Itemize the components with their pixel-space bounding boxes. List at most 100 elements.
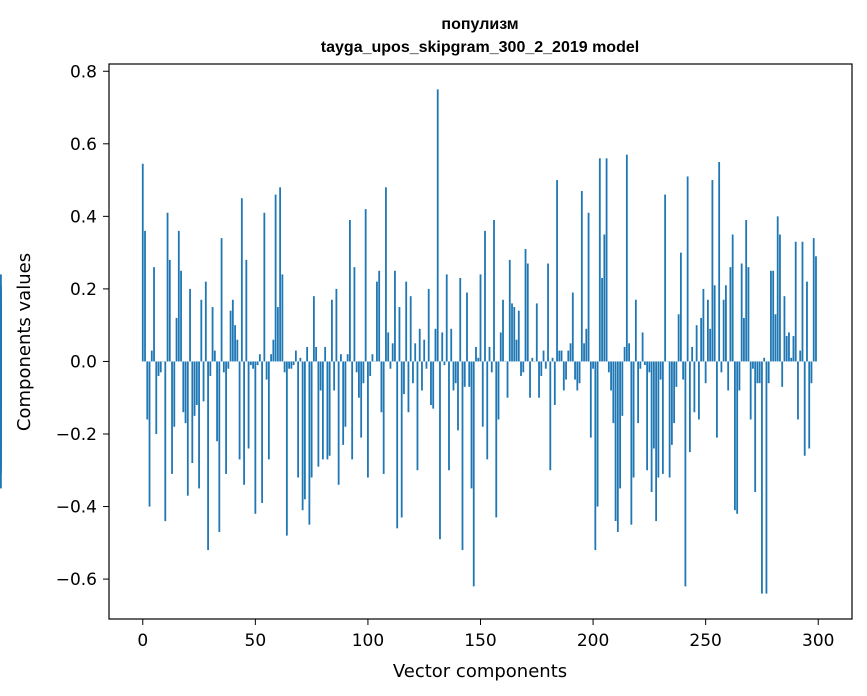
- bar-99: [364, 209, 367, 362]
- bar-176: [538, 361, 540, 398]
- bar-120: [412, 361, 414, 384]
- bar-1: [144, 230, 146, 362]
- bar-236: [673, 361, 676, 424]
- y-axis-label: Components values: [14, 253, 35, 431]
- bar-115: [400, 361, 403, 518]
- bar-217: [630, 361, 633, 525]
- bar-95: [355, 361, 358, 373]
- bar-32: [213, 350, 216, 362]
- bar-218: [632, 361, 635, 478]
- bar-88: [340, 354, 342, 362]
- bar-265: [738, 361, 741, 391]
- bar-153: [486, 361, 489, 460]
- bar-83: [328, 361, 331, 456]
- bar-158: [497, 361, 500, 420]
- bar-238: [677, 314, 680, 362]
- bar-10: [164, 361, 167, 522]
- bar-29: [207, 361, 209, 551]
- bar-167: [517, 310, 520, 362]
- bar-279: [770, 270, 772, 362]
- bar-175: [535, 303, 538, 362]
- bar-198: [587, 212, 590, 362]
- y-axis-ticks: −0.6 −0.4 −0.2 0.0 0.2 0.4 0.6 0.8: [56, 62, 109, 590]
- bar-131: [436, 89, 439, 362]
- bar-197: [585, 328, 588, 362]
- bar-187: [562, 361, 565, 391]
- bar-41: [234, 325, 236, 362]
- bar-100: [367, 361, 369, 478]
- bar-291: [797, 361, 799, 420]
- bar-117: [405, 281, 408, 362]
- bar-252: [709, 328, 712, 362]
- bar-52: [258, 354, 261, 362]
- bar-163: [508, 259, 511, 362]
- bar-62: [281, 274, 284, 362]
- bar-85: [333, 361, 336, 391]
- y-tick-label: 0.0: [70, 352, 97, 372]
- y-tick-label: 0.6: [70, 135, 97, 155]
- bar-281: [774, 314, 777, 362]
- bar-71: [301, 361, 304, 511]
- bar-38: [227, 361, 230, 369]
- bar-undefined: [0, 350, 2, 362]
- bar-30: [209, 361, 212, 376]
- bar-243: [688, 361, 691, 453]
- bar-207: [607, 361, 610, 373]
- bar-264: [736, 361, 739, 514]
- bar-263: [734, 361, 736, 511]
- bar-169: [522, 361, 525, 373]
- bar-94: [353, 267, 356, 362]
- bar-14: [173, 361, 176, 427]
- bar-282: [776, 216, 779, 362]
- bar-142: [461, 361, 464, 551]
- bar-160: [502, 299, 504, 362]
- bar-140: [457, 361, 459, 431]
- bar-67: [292, 361, 295, 366]
- bar-134: [443, 361, 446, 366]
- bar-280: [772, 270, 775, 362]
- bar-251: [707, 299, 709, 362]
- bar-113: [396, 361, 399, 529]
- bar-209: [612, 361, 615, 424]
- y-tick-label: 0.2: [70, 280, 97, 300]
- bar-239: [679, 252, 682, 362]
- bar-27: [202, 361, 205, 402]
- bar-66: [290, 361, 293, 369]
- bar-235: [670, 361, 673, 445]
- bar-139: [454, 361, 457, 384]
- bar-180: [547, 263, 549, 362]
- bar-130: [434, 328, 437, 362]
- bar-6: [155, 361, 158, 434]
- bar-213: [621, 361, 624, 416]
- bar-23: [193, 361, 196, 416]
- chart-subtitle: tayga_upos_skipgram_300_2_2019 model: [321, 39, 639, 56]
- bar-132: [439, 361, 441, 540]
- bar-16: [177, 230, 180, 362]
- bar-34: [218, 361, 221, 532]
- bar-154: [488, 346, 491, 362]
- bar-166: [515, 339, 518, 362]
- bar-286: [785, 336, 788, 362]
- bar-248: [700, 317, 703, 362]
- bar-181: [549, 361, 552, 471]
- bar-15: [175, 317, 178, 362]
- bar-249: [702, 288, 705, 362]
- bar-143: [463, 361, 466, 387]
- bar-19: [184, 361, 187, 424]
- bar-78: [317, 361, 320, 467]
- bar-200: [592, 361, 594, 369]
- bar-126: [425, 361, 428, 369]
- bar-204: [601, 278, 603, 362]
- bar-35: [220, 238, 223, 362]
- x-tick-label: 300: [802, 631, 834, 651]
- bar-226: [650, 361, 653, 493]
- bar-74: [308, 361, 311, 525]
- bar-4: [150, 350, 153, 362]
- plot-frame: [108, 63, 853, 620]
- bar-232: [664, 194, 667, 362]
- bar-191: [571, 292, 574, 362]
- bar-26: [200, 299, 203, 362]
- bar-57: [270, 354, 273, 362]
- bar-211: [616, 361, 619, 532]
- bar-3: [148, 361, 151, 507]
